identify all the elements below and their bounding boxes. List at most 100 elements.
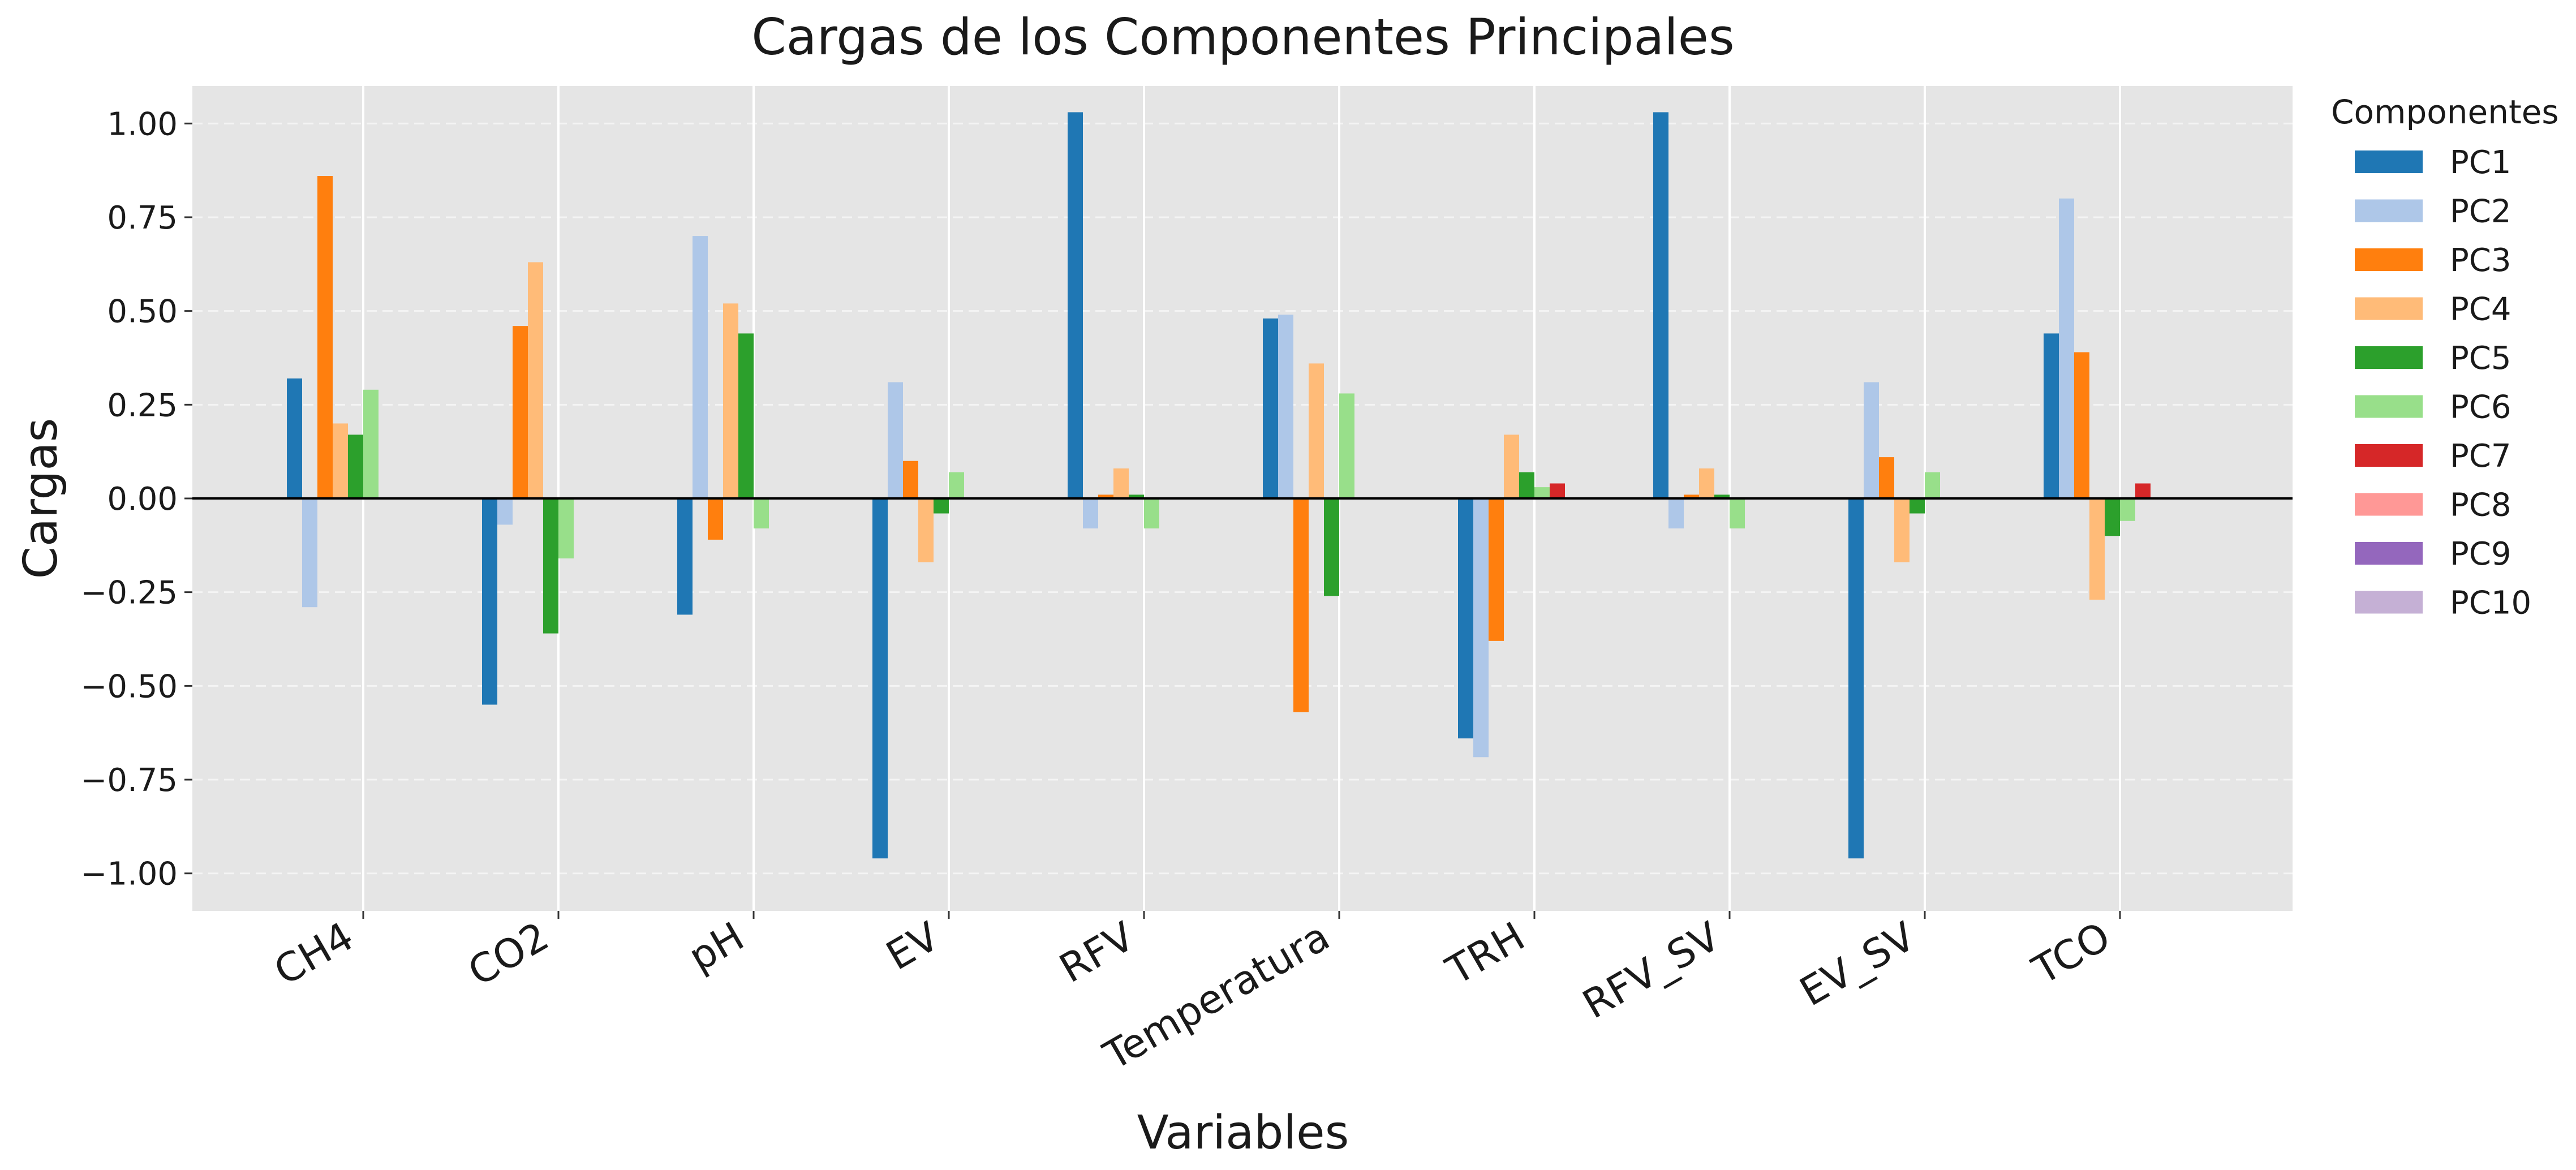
- bar-pc6-ch4: [363, 389, 379, 498]
- bar-pc6-temperatura: [1339, 393, 1354, 498]
- legend-label-pc9: PC9: [2450, 536, 2512, 573]
- x-tick-label: EV_SV: [1792, 913, 1923, 1016]
- bar-pc5-rfv: [1129, 494, 1144, 498]
- bar-pc7-tco: [2135, 483, 2151, 498]
- bar-pc1-rfv: [1068, 112, 1083, 498]
- legend-swatch-pc7: [2355, 444, 2423, 467]
- bar-pc6-rfv_sv: [1730, 498, 1745, 529]
- bar-pc3-rfv_sv: [1684, 494, 1699, 498]
- bar-pc5-ch4: [348, 435, 363, 498]
- bar-pc6-ev: [949, 472, 964, 498]
- legend-swatch-pc6: [2355, 395, 2423, 418]
- bar-pc3-rfv: [1098, 494, 1113, 498]
- x-axis-label: Variables: [1137, 1106, 1349, 1160]
- bar-pc1-rfv_sv: [1653, 112, 1668, 498]
- legend-swatch-pc3: [2355, 248, 2423, 271]
- bar-pc5-temperatura: [1324, 498, 1339, 596]
- bar-pc2-tco: [2059, 198, 2074, 498]
- bar-pc3-ch4: [317, 176, 333, 498]
- bar-pc3-ph: [708, 498, 723, 540]
- bar-pc1-tco: [2044, 333, 2059, 498]
- y-tick-label: −0.50: [80, 668, 178, 705]
- bar-pc6-rfv: [1144, 498, 1159, 529]
- y-tick-label: 0.25: [107, 387, 178, 424]
- y-tick-label: 0.75: [107, 200, 178, 236]
- legend-label-pc1: PC1: [2450, 144, 2512, 181]
- bar-pc4-co2: [528, 262, 543, 498]
- bar-pc4-ph: [723, 303, 738, 498]
- legend-label-pc8: PC8: [2450, 487, 2512, 524]
- bar-pc2-temperatura: [1278, 315, 1293, 498]
- legend-label-pc2: PC2: [2450, 193, 2512, 230]
- bar-pc5-ph: [738, 333, 754, 498]
- bar-pc5-co2: [543, 498, 558, 634]
- legend-swatch-pc1: [2355, 150, 2423, 173]
- x-tick-label: CO2: [461, 913, 557, 995]
- chart-title: Cargas de los Componentes Principales: [751, 8, 1735, 66]
- bar-pc5-ev: [934, 498, 949, 514]
- y-tick-label: 1.00: [107, 106, 178, 143]
- bar-pc5-ev_sv: [1910, 498, 1925, 514]
- bar-pc4-rfv: [1113, 468, 1129, 498]
- bar-pc2-rfv_sv: [1668, 498, 1684, 529]
- x-tick-label: TCO: [2024, 913, 2118, 994]
- x-tick-label: EV: [879, 913, 947, 979]
- bars: [287, 112, 2151, 859]
- bar-pc7-trh: [1550, 483, 1565, 498]
- legend-swatch-pc10: [2355, 591, 2423, 614]
- x-tick-label: TRH: [1438, 913, 1533, 995]
- legend-label-pc7: PC7: [2450, 438, 2512, 475]
- bar-pc1-ev: [872, 498, 888, 859]
- bar-pc3-co2: [513, 326, 528, 498]
- y-tick-label: 0.00: [107, 481, 178, 518]
- bar-pc1-co2: [482, 498, 497, 705]
- bar-pc6-trh: [1534, 487, 1550, 498]
- bar-pc1-trh: [1458, 498, 1473, 739]
- bar-pc6-ev_sv: [1925, 472, 1940, 498]
- legend-label-pc6: PC6: [2450, 389, 2512, 426]
- bar-pc3-ev: [903, 461, 918, 498]
- bar-pc5-rfv_sv: [1714, 494, 1730, 498]
- bar-pc2-rfv: [1083, 498, 1098, 529]
- bar-pc4-rfv_sv: [1699, 468, 1714, 498]
- bar-pc3-trh: [1489, 498, 1504, 641]
- bar-pc4-trh: [1504, 435, 1519, 498]
- y-tick-label: 0.50: [107, 294, 178, 330]
- x-tick-label: RFV_SV: [1575, 913, 1728, 1028]
- x-tick-label: CH4: [266, 913, 361, 995]
- bar-pc2-ph: [693, 236, 708, 498]
- bar-pc2-co2: [497, 498, 513, 525]
- bar-pc2-ev: [888, 382, 903, 498]
- bar-pc6-ph: [754, 498, 769, 529]
- legend-swatch-pc9: [2355, 542, 2423, 565]
- bar-pc1-ch4: [287, 378, 302, 498]
- legend: Componentes PC1 PC2 PC3 PC4 PC5 PC6 PC7 PC8 PC9 P…: [2331, 93, 2559, 622]
- bar-pc2-trh: [1473, 498, 1489, 758]
- bar-pc5-trh: [1519, 472, 1534, 498]
- x-tick-label: RFV: [1052, 913, 1142, 992]
- y-axis-label: Cargas: [14, 418, 68, 579]
- bar-pc4-temperatura: [1309, 363, 1324, 498]
- legend-swatch-pc2: [2355, 199, 2423, 222]
- bar-pc4-ch4: [333, 423, 348, 498]
- bar-pc2-ch4: [302, 498, 317, 608]
- legend-swatch-pc4: [2355, 297, 2423, 320]
- legend-title: Componentes: [2331, 93, 2559, 131]
- bar-pc1-ev_sv: [1848, 498, 1864, 859]
- y-tick-label: −0.25: [80, 575, 178, 612]
- bar-pc3-temperatura: [1293, 498, 1309, 712]
- bar-pc3-tco: [2074, 352, 2089, 498]
- y-axis-ticks: −1.00 −0.75 −0.50 −0.25 0.00 0.25 0.50 0.75 1.00: [80, 106, 192, 893]
- bar-pc6-tco: [2120, 498, 2135, 521]
- legend-label-pc5: PC5: [2450, 340, 2512, 377]
- bar-pc6-co2: [558, 498, 574, 559]
- bar-pc4-ev: [918, 498, 934, 562]
- bar-pc1-temperatura: [1263, 318, 1278, 498]
- bar-pc3-ev_sv: [1879, 457, 1894, 498]
- legend-label-pc4: PC4: [2450, 291, 2512, 328]
- bar-pc4-tco: [2089, 498, 2105, 600]
- legend-label-pc10: PC10: [2450, 585, 2531, 622]
- bar-pc2-ev_sv: [1864, 382, 1879, 498]
